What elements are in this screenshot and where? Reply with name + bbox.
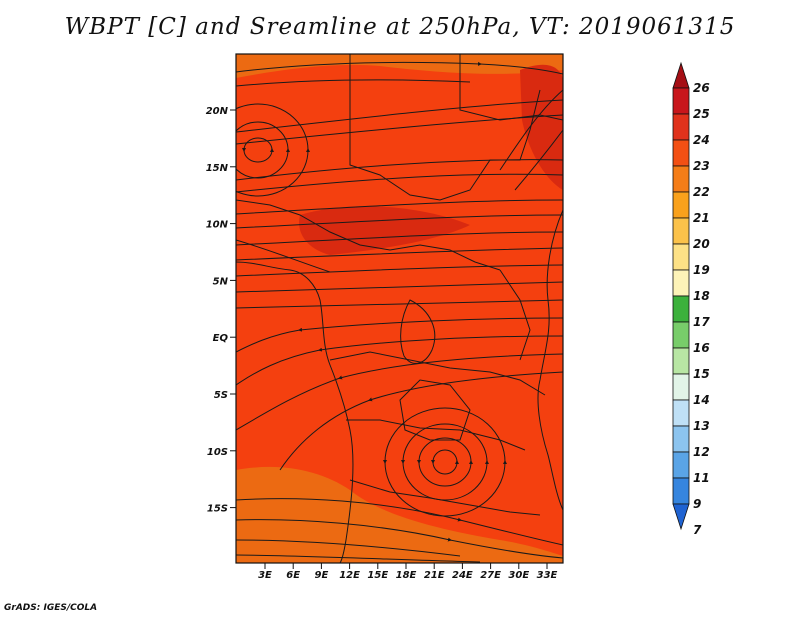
lon-label: 12E bbox=[339, 570, 360, 581]
lon-label: 24E bbox=[452, 570, 473, 581]
lat-label: 10S bbox=[207, 447, 228, 458]
colorbar-swatch bbox=[672, 243, 690, 271]
colorbar-label: 23 bbox=[693, 159, 710, 173]
lat-label: EQ bbox=[213, 333, 229, 344]
colorbar-label: 13 bbox=[693, 419, 710, 433]
latitude-axis: 20N 15N 10N 5N EQ 5S 10S 15S bbox=[206, 106, 236, 515]
colorbar-swatch bbox=[672, 399, 690, 427]
wbpt-fill-dark-northeast bbox=[520, 64, 563, 190]
lon-label: 21E bbox=[424, 570, 445, 581]
colorbar-top-arrow bbox=[672, 61, 690, 89]
colorbar-label: 25 bbox=[693, 107, 710, 121]
lat-label: 15S bbox=[207, 504, 228, 515]
colorbar-swatch bbox=[672, 321, 690, 349]
colorbar-label: 19 bbox=[693, 263, 710, 277]
map-frame bbox=[235, 53, 564, 564]
colorbar-label: 22 bbox=[693, 185, 710, 199]
colorbar-label: 21 bbox=[693, 211, 710, 225]
colorbar-swatch bbox=[672, 295, 690, 323]
coastlines-and-borders bbox=[236, 54, 563, 563]
colorbar-label: 26 bbox=[693, 81, 710, 95]
colorbar-swatch bbox=[672, 113, 690, 141]
colorbar-swatch bbox=[672, 217, 690, 245]
lon-label: 30E bbox=[508, 570, 529, 581]
lon-label: 3E bbox=[258, 570, 272, 581]
colorbar-swatch bbox=[672, 477, 690, 505]
colorbar-swatch bbox=[672, 269, 690, 297]
colorbar-label: 15 bbox=[693, 367, 710, 381]
lat-label: 10N bbox=[206, 220, 229, 231]
colorbar-label: 17 bbox=[693, 315, 710, 329]
colorbar-label: 11 bbox=[693, 471, 710, 485]
lon-label: 15E bbox=[367, 570, 388, 581]
colorbar-label: 12 bbox=[693, 445, 710, 459]
colorbar-label: 16 bbox=[693, 341, 710, 355]
lon-label: 6E bbox=[286, 570, 300, 581]
colorbar-swatch bbox=[672, 373, 690, 401]
wbpt-fill-north bbox=[236, 54, 563, 78]
lat-label: 15N bbox=[206, 163, 229, 174]
colorbar-label: 20 bbox=[693, 237, 710, 251]
colorbar-swatch bbox=[672, 87, 690, 115]
colorbar-label: 7 bbox=[693, 523, 702, 537]
lon-label: 18E bbox=[396, 570, 417, 581]
colorbar-label: 9 bbox=[693, 497, 701, 511]
lon-label: 27E bbox=[480, 570, 501, 581]
colorbar-label: 14 bbox=[693, 393, 710, 407]
lon-label: 9E bbox=[315, 570, 329, 581]
wbpt-fill-south bbox=[236, 466, 563, 563]
colorbar-swatch bbox=[672, 347, 690, 375]
lat-label: 5N bbox=[213, 276, 229, 287]
colorbar-swatch bbox=[672, 191, 690, 219]
lat-label: 5S bbox=[214, 390, 228, 401]
chart-title: WBPT [C] and Sreamline at 250hPa, VT: 20… bbox=[64, 14, 736, 40]
colorbar-swatch bbox=[672, 425, 690, 453]
colorbar-label: 24 bbox=[693, 133, 710, 147]
colorbar-swatch bbox=[672, 451, 690, 479]
longitude-axis: 3E 6E 9E 12E 15E 18E 21E 24E 27E 30E 33E bbox=[258, 563, 558, 581]
lat-label: 20N bbox=[206, 106, 229, 117]
colorbar-swatch bbox=[672, 165, 690, 193]
colorbar-bottom-arrow bbox=[672, 503, 690, 531]
colorbar-label: 18 bbox=[693, 289, 710, 303]
grads-credit: GrADS: IGES/COLA bbox=[4, 603, 98, 613]
lon-label: 33E bbox=[537, 570, 558, 581]
colorbar: 26 25 24 23 22 21 20 19 18 17 16 15 14 13 12 11 9 7 bbox=[672, 61, 710, 537]
colorbar-swatch bbox=[672, 139, 690, 167]
streamlines bbox=[236, 61, 563, 563]
